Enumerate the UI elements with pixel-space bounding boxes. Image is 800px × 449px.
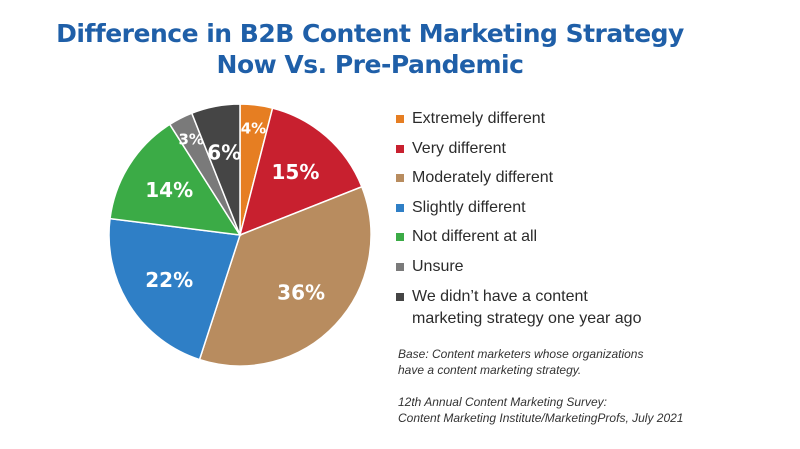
legend-label: Not different at all [412, 228, 538, 246]
legend-label: Moderately different [412, 169, 554, 187]
base-note-line-2: have a content marketing strategy. [398, 363, 582, 377]
legend-swatch [396, 203, 404, 212]
legend-label: Slightly different [412, 198, 526, 216]
pie-slice-no-strategy [190, 103, 241, 236]
pie-slice-moderately-different [198, 185, 372, 367]
legend-item-not-different: Not different at all [396, 226, 776, 248]
pie-slice-not-different [109, 123, 242, 236]
legend-item-unsure: Unsure [396, 256, 776, 278]
legend-swatch [396, 233, 404, 242]
legend-label-line-1: We didn’t have a content [412, 287, 588, 305]
legend-label: Unsure [412, 257, 464, 275]
pie-label-very-different: 15% [272, 160, 320, 184]
legend-swatch [396, 174, 404, 183]
pie-label-moderately-different: 36% [277, 280, 325, 304]
pie-label-unsure: 3% [178, 130, 203, 148]
pie-slice-very-different [238, 107, 363, 237]
source-note-line-2: Content Marketing Institute/MarketingPro… [398, 411, 684, 425]
legend-item-no-strategy: We didn’t have a content marketing strat… [396, 286, 776, 330]
legend-item-extremely-different: Extremely different [396, 108, 776, 130]
base-note-line-1: Base: Content marketers whose organizati… [398, 347, 644, 361]
pie-label-no-strategy: 6% [207, 141, 241, 165]
legend-label: Very different [412, 139, 506, 157]
source-note-line-1: 12th Annual Content Marketing Survey: [398, 395, 608, 409]
pie-label-slightly-different: 22% [145, 268, 193, 292]
pie-label-not-different: 14% [145, 178, 193, 202]
pie-slice-slightly-different [108, 217, 241, 361]
legend-swatch [396, 144, 404, 153]
legend-item-moderately-different: Moderately different [396, 167, 776, 189]
source-note: 12th Annual Content Marketing Survey: Co… [398, 394, 758, 426]
chart-title-line-1: Difference in B2B Content Marketing Stra… [56, 19, 684, 48]
legend: Extremely different Very different Moder… [396, 108, 776, 337]
legend-swatch [396, 292, 404, 301]
legend-item-very-different: Very different [396, 138, 776, 160]
chart-title-line-2: Now Vs. Pre-Pandemic [216, 50, 524, 79]
chart-title: Difference in B2B Content Marketing Stra… [0, 18, 740, 80]
legend-label-line-2: marketing strategy one year ago [412, 309, 642, 327]
legend-swatch [396, 262, 404, 271]
legend-label: Extremely different [412, 110, 546, 127]
pie-label-extremely-different: 4% [241, 119, 266, 137]
legend-item-slightly-different: Slightly different [396, 197, 776, 219]
legend-swatch [396, 115, 404, 123]
base-note: Base: Content marketers whose organizati… [398, 346, 758, 378]
